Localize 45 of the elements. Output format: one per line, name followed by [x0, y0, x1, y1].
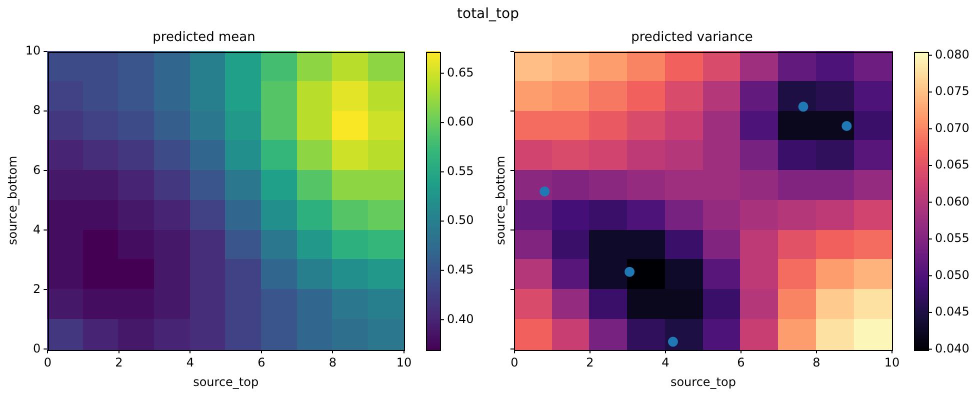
color-bar-label: 0.45	[447, 262, 474, 276]
x-tick-label: 0	[44, 356, 52, 370]
color-bar-label: 0.065	[935, 158, 970, 172]
color-bar-label: 0.045	[935, 304, 970, 319]
y-tick-label: 0	[33, 341, 41, 356]
color-bar-label: 0.060	[935, 194, 970, 208]
color-bar-label: 0.080	[935, 47, 970, 62]
color-bar-label: 0.50	[447, 213, 474, 228]
x-tick-label: 6	[258, 356, 266, 370]
color-bar-label: 0.60	[447, 114, 474, 129]
x-tick-label: 4	[662, 356, 670, 370]
point	[540, 186, 550, 196]
x-axis-title: source_top	[670, 374, 736, 389]
color-bar-label: 0.055	[935, 231, 970, 246]
color-bar-label: 0.65	[447, 65, 474, 80]
x-tick-label: 8	[328, 356, 337, 370]
y-tick-label: 6	[33, 162, 41, 177]
point	[798, 102, 808, 112]
x-tick-label: 4	[186, 356, 194, 370]
color-bar-label: 0.55	[447, 164, 474, 178]
y-axis-title: source_bottom	[5, 156, 20, 246]
y-tick-label: 4	[33, 222, 41, 236]
point	[842, 121, 852, 131]
x-tick-label: 8	[812, 356, 820, 370]
color-bar-label: 0.070	[935, 120, 970, 135]
chart-title: predicted mean	[152, 30, 256, 46]
color-bar-label: 0.40	[447, 312, 474, 326]
point	[668, 336, 678, 347]
y-tick-label: 10	[25, 44, 41, 58]
y-tick-label: 2	[33, 282, 41, 296]
color-bar-label: 0.075	[935, 84, 970, 98]
chart-title: predicted variance	[631, 30, 753, 46]
y-tick-label: 8	[33, 103, 41, 118]
x-axis-title: source_top	[193, 374, 259, 389]
color-bar-label: 0.050	[935, 268, 970, 282]
x-tick-label: 6	[737, 356, 745, 370]
x-tick-label: 10	[884, 356, 900, 370]
x-tick-label: 0	[510, 356, 518, 370]
x-tick-label: 2	[115, 356, 123, 370]
x-tick-label: 2	[586, 356, 594, 370]
color-bar-label: 0.040	[935, 341, 970, 356]
text: total_top	[456, 6, 520, 22]
x-tick-label: 10	[396, 356, 412, 370]
point	[624, 266, 635, 277]
y-axis-title: source_bottom	[493, 156, 508, 246]
